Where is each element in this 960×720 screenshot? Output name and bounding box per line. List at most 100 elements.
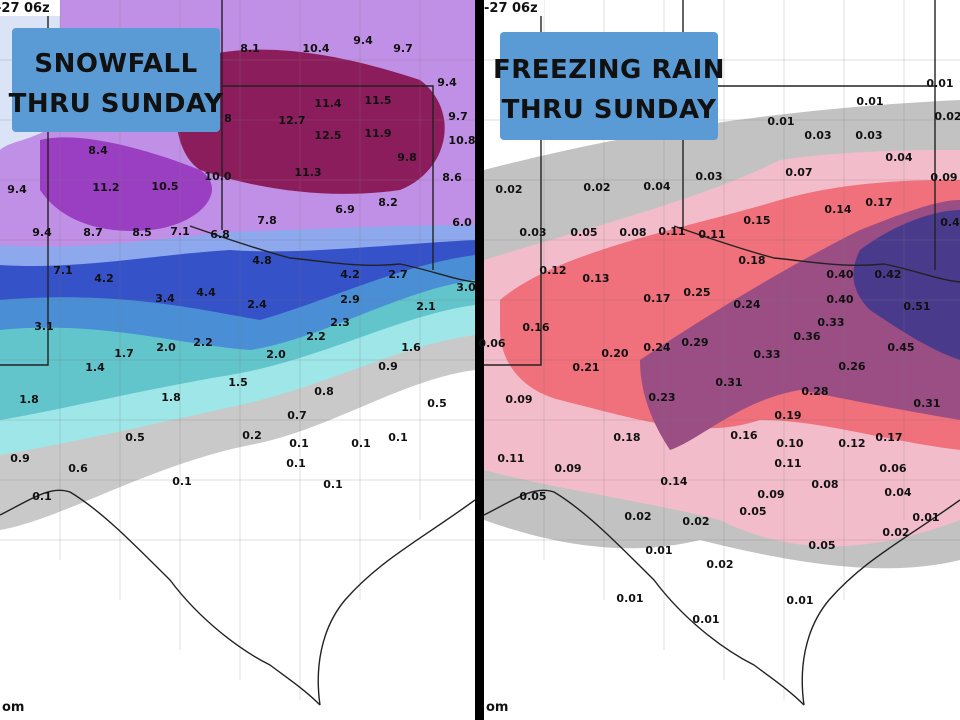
map-value-label: 0.5 <box>125 431 145 444</box>
map-value-label: 0.15 <box>743 214 770 227</box>
map-value-label: 0.8 <box>314 385 334 398</box>
map-value-label: 6.0 <box>452 216 472 229</box>
map-value-label: 9.4 <box>32 226 52 239</box>
map-value-label: 0.02 <box>882 526 909 539</box>
map-value-label: 0.40 <box>826 268 853 281</box>
map-value-label: 0.11 <box>774 457 801 470</box>
map-value-label: 11.2 <box>92 181 119 194</box>
map-value-label: 8.6 <box>442 171 462 184</box>
map-value-label: 0.11 <box>698 228 725 241</box>
map-value-label: 9.8 <box>397 151 417 164</box>
map-value-label: 0.1 <box>323 478 343 491</box>
map-value-label: 0.33 <box>817 316 844 329</box>
map-value-label: 10.4 <box>302 42 329 55</box>
map-value-label: 0.12 <box>838 437 865 450</box>
map-value-label: 0.9 <box>10 452 30 465</box>
map-value-label: 11.3 <box>294 166 321 179</box>
map-value-label: 3.4 <box>155 292 175 305</box>
map-value-label: 0.2 <box>242 429 262 442</box>
map-value-label: 2.2 <box>193 336 213 349</box>
map-value-label: 0.51 <box>903 300 930 313</box>
map-value-label: 0.05 <box>739 505 766 518</box>
map-value-label: 9.7 <box>393 42 413 55</box>
map-value-label: 1.8 <box>19 393 39 406</box>
map-value-label: 0.20 <box>601 347 628 360</box>
map-value-label: 0.6 <box>68 462 88 475</box>
credit: om <box>486 700 508 715</box>
map-value-label: 0.03 <box>804 129 831 142</box>
map-value-label: 10.0 <box>204 170 231 183</box>
map-value-label: 0.1 <box>289 437 309 450</box>
map-value-label: 7.1 <box>53 264 73 277</box>
map-value-label: 0.18 <box>738 254 765 267</box>
map-value-label: 0.08 <box>811 478 838 491</box>
map-value-label: 0.4 <box>940 216 960 229</box>
map-value-label: 0.04 <box>884 486 911 499</box>
map-value-label: 8.5 <box>132 226 152 239</box>
map-value-label: 0.31 <box>913 397 940 410</box>
map-value-label: 0.09 <box>757 488 784 501</box>
map-value-label: 0.03 <box>695 170 722 183</box>
map-value-label: 0.24 <box>733 298 760 311</box>
map-value-label: 0.21 <box>572 361 599 374</box>
map-value-label: 1.5 <box>228 376 248 389</box>
map-value-label: 2.2 <box>306 330 326 343</box>
map-value-label: 0.1 <box>32 490 52 503</box>
map-value-label: 4.8 <box>252 254 272 267</box>
map-value-label: 9.7 <box>448 110 468 123</box>
map-value-label: 0.06 <box>879 462 906 475</box>
title-line: THRU SUNDAY <box>502 95 717 125</box>
map-value-label: 0.1 <box>172 475 192 488</box>
map-value-label: 0.12 <box>539 264 566 277</box>
map-value-label: 0.33 <box>753 348 780 361</box>
map-value-label: 0.01 <box>692 613 719 626</box>
map-value-label: 0.40 <box>826 293 853 306</box>
map-value-label: 9.4 <box>437 76 457 89</box>
map-value-label: 0.17 <box>865 196 892 209</box>
map-value-label: 0.02 <box>706 558 733 571</box>
map-value-label: 0.01 <box>616 592 643 605</box>
map-value-label: 0.01 <box>767 115 794 128</box>
credit: om <box>2 700 24 715</box>
map-value-label: 3.0 <box>456 281 476 294</box>
divider <box>475 0 484 720</box>
map-value-label: 0.03 <box>519 226 546 239</box>
map-value-label: 0.09 <box>930 171 957 184</box>
county-grid <box>0 0 475 700</box>
state-borders <box>0 0 475 706</box>
map-value-label: 7.1 <box>170 225 190 238</box>
map-value-label: 1.8 <box>161 391 181 404</box>
timestamp-bg <box>0 0 60 16</box>
map-value-label: 11.4 <box>314 97 341 110</box>
map-value-label: 0.02 <box>495 183 522 196</box>
map-value-label: 0.16 <box>730 429 757 442</box>
map-value-label: 6.9 <box>335 203 355 216</box>
map-value-label: 0.18 <box>613 431 640 444</box>
map-value-label: 0.23 <box>648 391 675 404</box>
map-value-label: 0.07 <box>785 166 812 179</box>
map-value-label: 7.8 <box>257 214 277 227</box>
map-value-label: 0.01 <box>645 544 672 557</box>
map-value-label: 8.2 <box>378 196 398 209</box>
map-value-label: 10.5 <box>151 180 178 193</box>
map-value-label: 2.1 <box>416 300 436 313</box>
map-value-label: 0.31 <box>715 376 742 389</box>
map-value-label: 0.42 <box>874 268 901 281</box>
title-box <box>12 28 220 132</box>
map-value-label: 11.5 <box>364 94 391 107</box>
map-value-label: 0.13 <box>582 272 609 285</box>
map-value-label: 0.05 <box>808 539 835 552</box>
map-value-label: 0.16 <box>522 321 549 334</box>
map-value-label: 0.17 <box>643 292 670 305</box>
map-value-label: 0.24 <box>643 341 670 354</box>
map-value-label: 0.7 <box>287 409 307 422</box>
map-value-label: 0.02 <box>934 110 960 123</box>
map-value-label: 0.09 <box>505 393 532 406</box>
map-value-label: 3.1 <box>34 320 54 333</box>
map-value-label: 9.4 <box>353 34 373 47</box>
map-value-label: 2.4 <box>247 298 267 311</box>
map-value-label: 4.2 <box>340 268 360 281</box>
map-value-label: 6.8 <box>210 228 230 241</box>
title-box <box>500 32 718 140</box>
